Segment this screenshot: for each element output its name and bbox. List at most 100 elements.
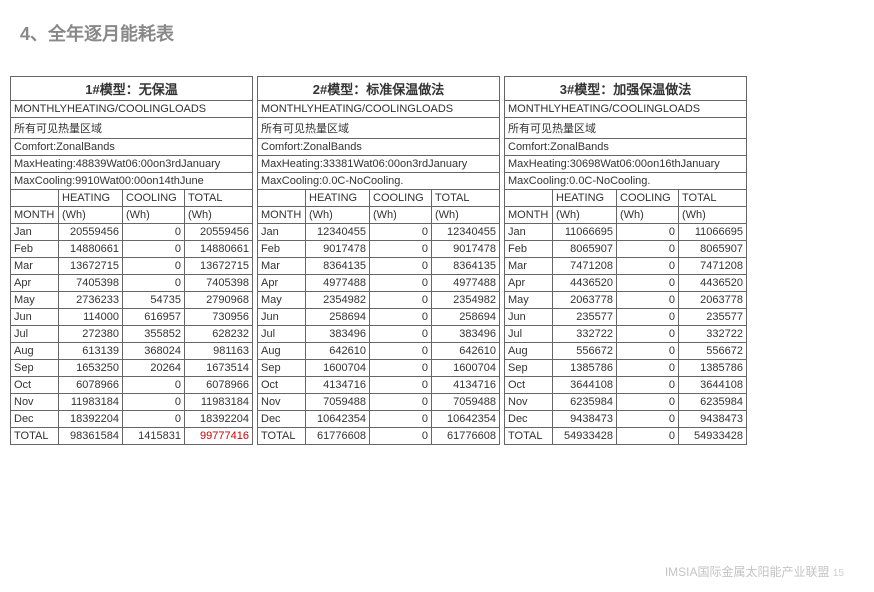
- heating-cell: 6235984: [553, 394, 617, 411]
- cooling-cell: 0: [370, 343, 432, 360]
- col-heating: HEATING: [553, 190, 617, 207]
- table-row: Dec10642354010642354: [258, 411, 500, 428]
- total-cell: 730956: [185, 309, 253, 326]
- month-cell: Apr: [258, 275, 306, 292]
- cooling-cell: 0: [370, 377, 432, 394]
- table-row: Feb14880661014880661: [11, 241, 253, 258]
- month-cell: Jun: [505, 309, 553, 326]
- total-heating: 98361584: [59, 428, 123, 445]
- total-cell: 9438473: [679, 411, 747, 428]
- tables-container: 1#模型：无保温MONTHLYHEATING/COOLINGLOADS所有可见热…: [10, 76, 864, 445]
- total-cell: 11066695: [679, 224, 747, 241]
- heating-cell: 383496: [306, 326, 370, 343]
- total-cell: 9017478: [432, 241, 500, 258]
- cooling-cell: 0: [370, 309, 432, 326]
- cooling-cell: 20264: [123, 360, 185, 377]
- heating-cell: 9017478: [306, 241, 370, 258]
- header-line: 所有可见热量区域: [258, 118, 500, 139]
- month-cell: May: [11, 292, 59, 309]
- col-cooling: COOLING: [370, 190, 432, 207]
- total-cell: 1673514: [185, 360, 253, 377]
- cooling-cell: 0: [617, 224, 679, 241]
- month-cell: Dec: [505, 411, 553, 428]
- month-cell: Sep: [11, 360, 59, 377]
- total-label: TOTAL: [11, 428, 59, 445]
- total-cell: 4977488: [432, 275, 500, 292]
- month-cell: Feb: [11, 241, 59, 258]
- total-cell: 8065907: [679, 241, 747, 258]
- month-cell: Jul: [258, 326, 306, 343]
- total-total: 61776608: [432, 428, 500, 445]
- month-cell: Aug: [258, 343, 306, 360]
- month-cell: Oct: [505, 377, 553, 394]
- cooling-cell: 0: [123, 258, 185, 275]
- heating-cell: 642610: [306, 343, 370, 360]
- month-cell: Jan: [11, 224, 59, 241]
- col-heating: HEATING: [59, 190, 123, 207]
- total-cell: 13672715: [185, 258, 253, 275]
- heating-cell: 10642354: [306, 411, 370, 428]
- cooling-cell: 0: [617, 309, 679, 326]
- table-row: Feb901747809017478: [258, 241, 500, 258]
- total-cell: 981163: [185, 343, 253, 360]
- model-title: 3#模型：加强保温做法: [505, 77, 747, 101]
- month-cell: Mar: [258, 258, 306, 275]
- total-cell: 642610: [432, 343, 500, 360]
- col-unit-c: (Wh): [617, 207, 679, 224]
- model-title: 1#模型：无保温: [11, 77, 253, 101]
- table-row: Oct364410803644108: [505, 377, 747, 394]
- heating-cell: 9438473: [553, 411, 617, 428]
- table-row: Jul272380355852628232: [11, 326, 253, 343]
- energy-table-1: 2#模型：标准保温做法MONTHLYHEATING/COOLINGLOADS所有…: [257, 76, 500, 445]
- table-row: Jun114000616957730956: [11, 309, 253, 326]
- total-cell: 628232: [185, 326, 253, 343]
- header-line: 所有可见热量区域: [505, 118, 747, 139]
- header-line: MONTHLYHEATING/COOLINGLOADS: [505, 101, 747, 118]
- col-unit-c: (Wh): [123, 207, 185, 224]
- table-row: Mar836413508364135: [258, 258, 500, 275]
- table-row: Jul3834960383496: [258, 326, 500, 343]
- total-cell: 1600704: [432, 360, 500, 377]
- col-month: MONTH: [505, 207, 553, 224]
- month-cell: Sep: [505, 360, 553, 377]
- table-row: Jul3327220332722: [505, 326, 747, 343]
- month-cell: Jan: [505, 224, 553, 241]
- month-cell: Jun: [258, 309, 306, 326]
- col-unit-c: (Wh): [370, 207, 432, 224]
- heating-cell: 114000: [59, 309, 123, 326]
- watermark: IMSIA国际金属太阳能产业联盟 15: [665, 563, 844, 580]
- col-total: TOTAL: [185, 190, 253, 207]
- cooling-cell: 0: [123, 377, 185, 394]
- total-cooling: 1415831: [123, 428, 185, 445]
- table-row: Oct607896606078966: [11, 377, 253, 394]
- month-cell: Nov: [258, 394, 306, 411]
- total-cell: 4134716: [432, 377, 500, 394]
- cooling-cell: 0: [617, 360, 679, 377]
- heating-cell: 1653250: [59, 360, 123, 377]
- heating-cell: 3644108: [553, 377, 617, 394]
- month-cell: Nov: [505, 394, 553, 411]
- month-cell: Apr: [505, 275, 553, 292]
- col-unit-t: (Wh): [679, 207, 747, 224]
- total-cell: 11983184: [185, 394, 253, 411]
- col-unit-h: (Wh): [553, 207, 617, 224]
- month-cell: Jul: [11, 326, 59, 343]
- col-total: TOTAL: [679, 190, 747, 207]
- total-cell: 20559456: [185, 224, 253, 241]
- table-row: Apr740539807405398: [11, 275, 253, 292]
- table-row: Sep160070401600704: [258, 360, 500, 377]
- heating-cell: 20559456: [59, 224, 123, 241]
- month-cell: Apr: [11, 275, 59, 292]
- total-row: TOTAL54933428054933428: [505, 428, 747, 445]
- month-cell: Nov: [11, 394, 59, 411]
- col-unit-t: (Wh): [185, 207, 253, 224]
- header-line: MaxHeating:33381Wat06:00on3rdJanuary: [258, 156, 500, 173]
- total-cell: 1385786: [679, 360, 747, 377]
- header-line: MaxHeating:48839Wat06:00on3rdJanuary: [11, 156, 253, 173]
- cooling-cell: 355852: [123, 326, 185, 343]
- cooling-cell: 0: [370, 292, 432, 309]
- total-cell: 3644108: [679, 377, 747, 394]
- cooling-cell: 0: [617, 411, 679, 428]
- table-row: Jan12340455012340455: [258, 224, 500, 241]
- total-cell: 2354982: [432, 292, 500, 309]
